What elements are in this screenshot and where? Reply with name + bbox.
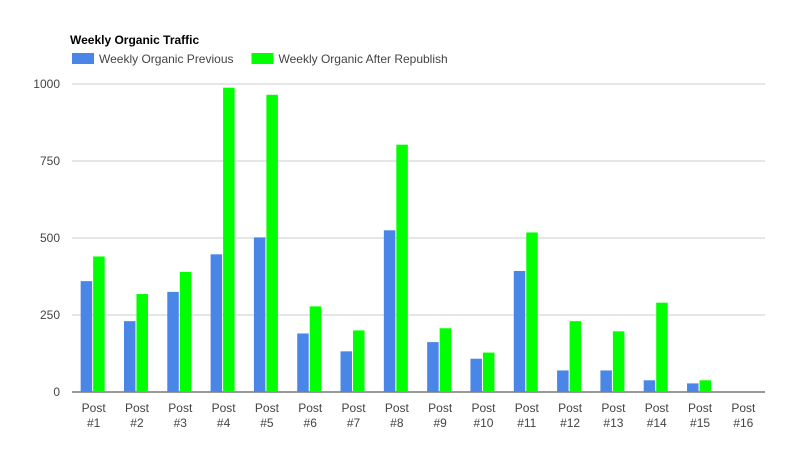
x-tick-label: Post #9 <box>428 401 453 430</box>
x-tick-label: Post #6 <box>298 401 323 430</box>
bar-after-republish-11 <box>526 232 538 392</box>
bar-previous-12 <box>557 370 569 392</box>
x-tick-label: Post #13 <box>601 401 626 430</box>
y-axis: 0 250 500 750 1000 <box>33 77 60 399</box>
x-tick-label: Post #8 <box>385 401 410 430</box>
bar-previous-10 <box>470 358 482 392</box>
bar-after-republish-12 <box>569 321 582 392</box>
y-tick-label: 0 <box>53 385 60 399</box>
y-tick-label: 1000 <box>33 77 60 91</box>
bar-previous-7 <box>340 351 353 392</box>
legend-label-2: Weekly Organic After Republish <box>279 52 448 66</box>
x-tick-label: Post #10 <box>471 401 496 430</box>
y-tick-label: 250 <box>40 308 60 322</box>
bar-previous-4 <box>210 254 223 392</box>
x-tick-label: Post #14 <box>645 401 670 430</box>
bar-previous-15 <box>687 383 699 392</box>
bar-after-republish-8 <box>396 144 408 392</box>
bar-previous-13 <box>600 370 612 392</box>
x-tick-label: Post #2 <box>125 401 150 430</box>
x-tick-label: Post #7 <box>342 401 367 430</box>
bar-previous-6 <box>297 333 309 392</box>
bar-after-republish-6 <box>309 306 322 392</box>
bar-previous-9 <box>427 342 439 392</box>
bar-previous-8 <box>383 230 396 392</box>
bar-previous-2 <box>123 321 136 392</box>
x-tick-label: Post #11 <box>515 401 540 430</box>
bar-after-republish-9 <box>439 328 452 392</box>
legend-swatch-2 <box>251 53 274 64</box>
bar-previous-11 <box>513 270 526 392</box>
bar-after-republish-13 <box>612 331 625 392</box>
x-tick-label: Post #1 <box>82 401 107 430</box>
x-tick-label: Post #3 <box>168 401 193 430</box>
bar-after-republish-5 <box>266 94 278 392</box>
legend-label-1: Weekly Organic Previous <box>99 52 234 66</box>
bars <box>80 87 712 393</box>
legend-swatch-1 <box>72 53 94 64</box>
y-tick-label: 750 <box>40 154 60 168</box>
bar-after-republish-1 <box>93 256 105 392</box>
x-tick-label: Post #4 <box>212 401 237 430</box>
bar-after-republish-15 <box>699 380 712 392</box>
bar-previous-5 <box>253 237 266 392</box>
bar-after-republish-7 <box>353 330 365 392</box>
bar-previous-1 <box>80 281 93 392</box>
chart-title: Weekly Organic Traffic <box>70 33 199 47</box>
bar-after-republish-2 <box>136 294 148 392</box>
x-tick-label: Post #12 <box>558 401 583 430</box>
x-tick-label: Post #15 <box>688 401 713 430</box>
bar-previous-3 <box>167 291 179 392</box>
x-axis: Post #1 Post #2 Post #3 Post #4 Post #5 Post #6 Post… <box>82 401 756 430</box>
bar-after-republish-10 <box>482 352 495 392</box>
x-tick-label: Post #16 <box>731 401 756 430</box>
bar-after-republish-4 <box>223 87 235 393</box>
bar-previous-14 <box>643 380 656 392</box>
x-tick-label: Post #5 <box>255 401 280 430</box>
y-tick-label: 500 <box>40 231 60 245</box>
legend: Weekly Organic Previous Weekly Organic Af… <box>72 52 448 66</box>
bar-after-republish-3 <box>179 271 192 392</box>
bar-after-republish-14 <box>656 302 668 392</box>
